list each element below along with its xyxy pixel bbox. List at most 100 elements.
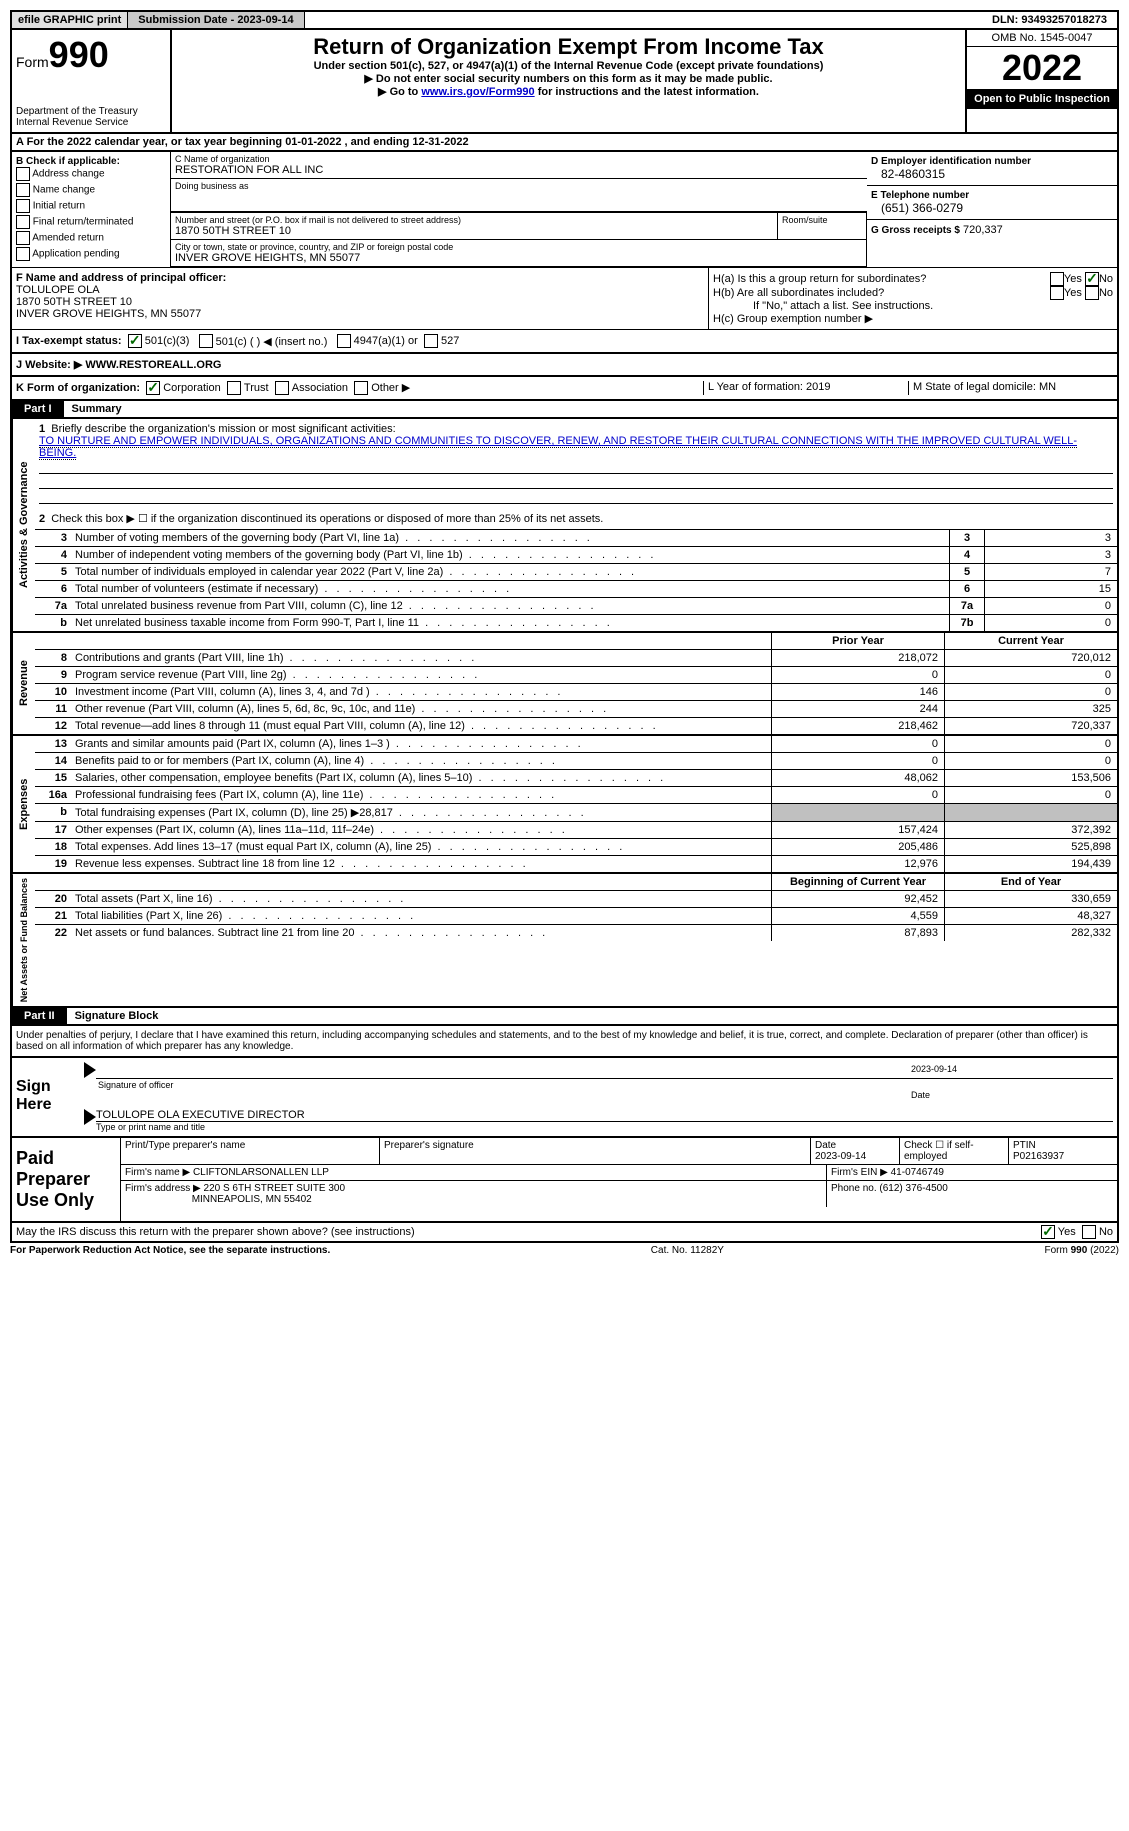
bottom-line: For Paperwork Reduction Act Notice, see … — [10, 1243, 1119, 1258]
firm-ein: 41-0746749 — [891, 1167, 944, 1178]
table-row: 16a Professional fundraising fees (Part … — [35, 786, 1117, 803]
title: Return of Organization Exempt From Incom… — [176, 34, 961, 60]
discuss-row: May the IRS discuss this return with the… — [10, 1223, 1119, 1243]
ptin: P02163937 — [1013, 1151, 1064, 1162]
open-public: Open to Public Inspection — [967, 89, 1117, 109]
net-section: Net Assets or Fund Balances Beginning of… — [10, 874, 1119, 1008]
phone: (651) 366-0279 — [871, 201, 1113, 215]
table-row: 17 Other expenses (Part IX, column (A), … — [35, 821, 1117, 838]
corp-check[interactable] — [146, 381, 160, 395]
table-row: 12 Total revenue—add lines 8 through 11 … — [35, 717, 1117, 734]
summary-row: 7a Total unrelated business revenue from… — [35, 597, 1117, 614]
note2: ▶ Go to www.irs.gov/Form990 for instruct… — [176, 85, 961, 98]
ha-no[interactable] — [1085, 272, 1099, 286]
check-name[interactable] — [16, 183, 30, 197]
note1: ▶ Do not enter social security numbers o… — [176, 72, 961, 85]
revenue-section: Revenue Prior Year Current Year 8 Contri… — [10, 633, 1119, 736]
summary-row: 5 Total number of individuals employed i… — [35, 563, 1117, 580]
row-a: A For the 2022 calendar year, or tax yea… — [10, 134, 1119, 152]
irs-link[interactable]: www.irs.gov/Form990 — [421, 86, 534, 98]
form-id: Form 990 (2022) — [1045, 1245, 1119, 1256]
revenue-label: Revenue — [12, 633, 35, 734]
table-row: 10 Investment income (Part VIII, column … — [35, 683, 1117, 700]
paid-preparer: Paid Preparer Use Only Print/Type prepar… — [10, 1138, 1119, 1223]
tax-year: 2022 — [967, 47, 1117, 89]
check-address[interactable] — [16, 167, 30, 181]
trust-check[interactable] — [227, 381, 241, 395]
summary-row: 3 Number of voting members of the govern… — [35, 529, 1117, 546]
hb-no[interactable] — [1085, 286, 1099, 300]
discuss-no[interactable] — [1082, 1225, 1096, 1239]
501c3-check[interactable] — [128, 334, 142, 348]
activities-label: Activities & Governance — [12, 419, 35, 631]
row-fh: F Name and address of principal officer:… — [10, 267, 1119, 329]
ein: 82-4860315 — [871, 167, 1113, 181]
form-number: 990 — [49, 34, 109, 75]
topbar: efile GRAPHIC print Submission Date - 20… — [10, 10, 1119, 30]
part-1-header: Part I Summary — [10, 401, 1119, 419]
header: Form990 Department of the Treasury Inter… — [10, 30, 1119, 134]
table-row: 19 Revenue less expenses. Subtract line … — [35, 855, 1117, 872]
501c-check[interactable] — [199, 334, 213, 348]
summary-row: 4 Number of independent voting members o… — [35, 546, 1117, 563]
officer-name: TOLULOPE OLA — [16, 284, 704, 296]
table-row: 8 Contributions and grants (Part VIII, l… — [35, 649, 1117, 666]
activities-section: Activities & Governance 1 Briefly descri… — [10, 419, 1119, 633]
table-row: 13 Grants and similar amounts paid (Part… — [35, 736, 1117, 752]
check-initial[interactable] — [16, 199, 30, 213]
row-i: I Tax-exempt status: 501(c)(3) 501(c) ( … — [10, 329, 1119, 353]
dept: Department of the Treasury Internal Reve… — [16, 106, 166, 128]
box-c: C Name of organization RESTORATION FOR A… — [171, 152, 867, 267]
firm-name: CLIFTONLARSONALLEN LLP — [193, 1167, 329, 1178]
efile-label[interactable]: efile GRAPHIC print — [12, 12, 128, 28]
check-pending[interactable] — [16, 247, 30, 261]
dln: DLN: 93493257018273 — [982, 12, 1117, 28]
room-label: Room/suite — [778, 213, 867, 239]
box-d: D Employer identification number 82-4860… — [867, 152, 1117, 267]
mission: TO NURTURE AND EMPOWER INDIVIDUALS, ORGA… — [39, 435, 1077, 460]
city: INVER GROVE HEIGHTS, MN 55077 — [175, 252, 862, 264]
form-label: Form — [16, 54, 49, 70]
part-2-header: Part II Signature Block — [10, 1008, 1119, 1026]
expenses-label: Expenses — [12, 736, 35, 872]
hb-yes[interactable] — [1050, 286, 1064, 300]
state-domicile: M State of legal domicile: MN — [908, 381, 1113, 395]
arrow-icon — [84, 1062, 96, 1078]
527-check[interactable] — [424, 334, 438, 348]
check-amended[interactable] — [16, 231, 30, 245]
table-row: 15 Salaries, other compensation, employe… — [35, 769, 1117, 786]
declaration: Under penalties of perjury, I declare th… — [10, 1026, 1119, 1058]
year-formation: L Year of formation: 2019 — [703, 381, 908, 395]
discuss-yes[interactable] — [1041, 1225, 1055, 1239]
table-row: 11 Other revenue (Part VIII, column (A),… — [35, 700, 1117, 717]
assoc-check[interactable] — [275, 381, 289, 395]
table-row: 18 Total expenses. Add lines 13–17 (must… — [35, 838, 1117, 855]
street: 1870 50TH STREET 10 — [175, 225, 773, 237]
other-check[interactable] — [354, 381, 368, 395]
sign-here: Sign Here Signature of officer 2023-09-1… — [10, 1058, 1119, 1138]
arrow-icon — [84, 1109, 96, 1125]
table-row: 14 Benefits paid to or for members (Part… — [35, 752, 1117, 769]
website: WWW.RESTOREALL.ORG — [82, 359, 221, 371]
table-row: 9 Program service revenue (Part VIII, li… — [35, 666, 1117, 683]
org-name: RESTORATION FOR ALL INC — [175, 164, 863, 176]
row-j: J Website: ▶ WWW.RESTOREALL.ORG — [10, 353, 1119, 376]
summary-row: 6 Total number of volunteers (estimate i… — [35, 580, 1117, 597]
prep-phone: (612) 376-4500 — [879, 1183, 947, 1194]
submission-date: Submission Date - 2023-09-14 — [128, 12, 304, 28]
4947-check[interactable] — [337, 334, 351, 348]
table-row: b Total fundraising expenses (Part IX, c… — [35, 803, 1117, 821]
ha-yes[interactable] — [1050, 272, 1064, 286]
summary-row: b Net unrelated business taxable income … — [35, 614, 1117, 631]
section-bcd: B Check if applicable: Address change Na… — [10, 152, 1119, 267]
table-row: 21 Total liabilities (Part X, line 26) 4… — [35, 907, 1117, 924]
table-row: 20 Total assets (Part X, line 16) 92,452… — [35, 890, 1117, 907]
omb: OMB No. 1545-0047 — [967, 30, 1117, 47]
officer-name-title: TOLULOPE OLA EXECUTIVE DIRECTOR — [96, 1109, 1113, 1122]
gross-receipts: 720,337 — [963, 224, 1003, 236]
expenses-section: Expenses 13 Grants and similar amounts p… — [10, 736, 1119, 874]
check-final[interactable] — [16, 215, 30, 229]
net-label: Net Assets or Fund Balances — [12, 874, 35, 1006]
row-k: K Form of organization: Corporation Trus… — [10, 376, 1119, 401]
subtitle: Under section 501(c), 527, or 4947(a)(1)… — [176, 60, 961, 72]
